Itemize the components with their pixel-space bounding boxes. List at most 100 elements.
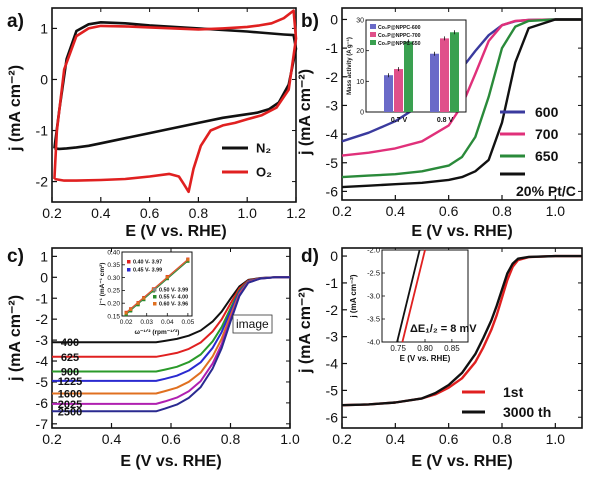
panel-d-inset-annotation: ΔE₁/₂ = 8 mV	[410, 323, 477, 335]
panel-c-inset-y-tick-label: 0.20	[107, 301, 120, 308]
panel-d-plot-frame	[341, 247, 583, 429]
panel-b-y-tick-label: -1	[326, 40, 339, 56]
panel-b-inset-bar	[404, 41, 413, 112]
panel-d-y-tick-label: -6	[326, 409, 339, 425]
panel-c-x-tick-label: 0.6	[161, 431, 181, 447]
panel-d-label: d)	[301, 246, 319, 267]
panel-c-y-tick-label: -2	[36, 311, 49, 327]
panel-b-series-line	[341, 18, 582, 189]
panel-b-legend-600-label: 600	[535, 104, 559, 120]
panel-a-legend-n2-label: N₂	[256, 141, 271, 156]
panel-c-inset-x-tick-label: 0.03	[140, 319, 153, 326]
panel-b-inset-legend-swatch	[370, 24, 376, 29]
panel-b-inset-legend-label: Co₂P@NPPC-700	[378, 33, 421, 39]
panel-d-inset-y-axis-label: j (mA cm⁻²)	[349, 274, 358, 318]
panel-a-series-line	[53, 20, 298, 151]
panel-c-curve-label: 1600	[58, 388, 82, 400]
panel-d-x-axis-label: E (V vs. RHE)	[411, 453, 512, 470]
panel-c-y-tick-label: -1	[36, 290, 49, 306]
panel-c-y-tick-label: -7	[36, 416, 49, 432]
panel-c-inset-point	[124, 311, 128, 315]
panel-d-inset-y-tick-label: -3.0	[367, 292, 380, 301]
panel-b-y-tick-label: 0	[330, 12, 338, 28]
panel-b-y-tick-label: -5	[326, 155, 339, 171]
panel-d-y-axis-label: j (mA cm⁻²)	[297, 287, 314, 374]
panel-c-y-tick-label: -5	[36, 374, 49, 390]
panel-c-x-tick-label: 0.8	[221, 431, 241, 447]
panel-d-x-tick-label: 0.6	[439, 431, 459, 447]
panel-c-inset-y-tick-label: 0.35	[107, 262, 120, 269]
panel-d-inset-y-tick-label: -2.5	[367, 269, 380, 278]
panel-c-inset-y-tick-label: 0.25	[107, 288, 120, 295]
panel-c-curve-label: 400	[61, 337, 79, 349]
panel-c-y-tick-label: -4	[36, 353, 49, 369]
panel-d-y-tick-label: -3	[326, 329, 339, 345]
panel-b-y-tick-label: -3	[326, 97, 339, 113]
panel-a-x-tick-label: 0.4	[91, 205, 111, 221]
panel-c-y-tick-label: 1	[40, 248, 48, 264]
panel-c-curve-label: 2500	[58, 406, 82, 418]
panel-b-y-tick-label: -6	[326, 183, 339, 199]
panel-b-inset-y-tick-label: 0	[360, 110, 364, 117]
panel-b-inset-bar	[394, 69, 403, 112]
panel-b-x-tick-label: 0.4	[386, 203, 406, 219]
figure-tag: image	[236, 317, 269, 331]
panel-c-inset-legend-swatch	[153, 295, 157, 299]
panel-c-inset-point	[136, 301, 140, 305]
panel-a-x-tick-label: 1.0	[237, 205, 257, 221]
panel-d-inset-y-tick-label: -4.0	[367, 338, 380, 347]
panel-c-y-tick-label: 0	[40, 269, 48, 285]
panel-a-y-tick-label: 0	[40, 72, 48, 88]
panel-c-inset-legend-label: 0.40 V- 3.97	[133, 260, 162, 266]
panel-d-series-line	[341, 254, 582, 407]
panel-d-inset-series-line	[396, 249, 421, 343]
panel-b-inset-bar	[450, 32, 459, 113]
panel-c-series-line	[52, 276, 290, 413]
panel-d-inset-x-tick-label: 0.85	[444, 344, 460, 353]
panel-d-y-tick-label: -4	[326, 356, 339, 372]
panel-c-y-tick-label: -3	[36, 332, 49, 348]
panel-c-x-tick-label: 0.2	[42, 431, 62, 447]
panel-a-label: a)	[7, 11, 24, 32]
panel-c-inset-point	[186, 258, 190, 262]
panel-b-inset-legend-label: Co₂P@NPPC-600	[378, 25, 421, 31]
panel-c-inset-legend-swatch	[127, 268, 131, 272]
panel-d-x-tick-label: 1.0	[546, 431, 566, 447]
panel-b-inset-y-tick-label: 20	[356, 48, 364, 55]
panel-c-inset-y-axis-label: j⁻¹ (mA⁻¹ cm²)	[99, 263, 106, 307]
panel-a-y-axis-label: j (mA cm⁻²)	[7, 65, 24, 152]
panel-c-inset-legend-swatch	[153, 288, 157, 292]
panel-d-inset-x-axis-label: E (V vs. RHE)	[400, 354, 451, 363]
panel-b-inset-legend-label: Co₂P@NPPC-650	[378, 41, 421, 47]
panel-c-y-tick-label: -6	[36, 395, 49, 411]
panel-d-inset-y-tick-label: -2.0	[367, 246, 380, 255]
panel-d-y-tick-label: -2	[326, 302, 339, 318]
panel-a-y-tick-label: 1	[40, 20, 48, 36]
panel-b-legend-ptc-label: 20% Pt/C	[516, 183, 576, 199]
panel-b-inset-legend-swatch	[370, 32, 376, 37]
panel-b-inset-y-axis-label: Mass activity (A g⁻¹)	[346, 37, 353, 95]
panel-a-plot-frame	[51, 7, 297, 203]
panel-d-inset-y-tick-label: -3.5	[367, 315, 380, 324]
panel-b-legend-700-label: 700	[535, 126, 559, 142]
panel-d-inset-series-line	[401, 249, 426, 343]
panel-c-inset-x-axis-label: ω⁻¹ᐟ² (rpm⁻¹ᐟ²)	[135, 328, 180, 336]
panel-c-x-tick-label: 0.4	[102, 431, 122, 447]
panel-c-y-axis-label: j (mA cm⁻²)	[7, 295, 24, 382]
panel-a-y-tick-label: -2	[36, 174, 49, 190]
panel-b-x-tick-label: 1.0	[546, 203, 566, 219]
panel-d-inset-x-tick-label: 0.80	[417, 344, 433, 353]
panel-d-y-tick-label: -1	[326, 275, 339, 291]
panel-c-curve-label: 2025	[58, 399, 82, 411]
panel-c-inset-fit-line	[125, 260, 189, 315]
panel-a-x-axis-label: E (V vs. RHE)	[125, 223, 226, 240]
panel-b-inset-y-tick-label: 10	[356, 79, 364, 86]
panel-d-legend-3000th-label: 3000 th	[503, 404, 551, 420]
figure-tag-box	[232, 314, 273, 334]
panel-b-inset-legend-swatch	[370, 40, 376, 45]
panel-c-inset-y-tick-label: 0.40	[107, 249, 120, 256]
panel-d-legend-1st-label: 1st	[503, 384, 524, 400]
panel-c-label: c)	[7, 246, 24, 267]
panel-c-inset-point	[129, 307, 133, 311]
